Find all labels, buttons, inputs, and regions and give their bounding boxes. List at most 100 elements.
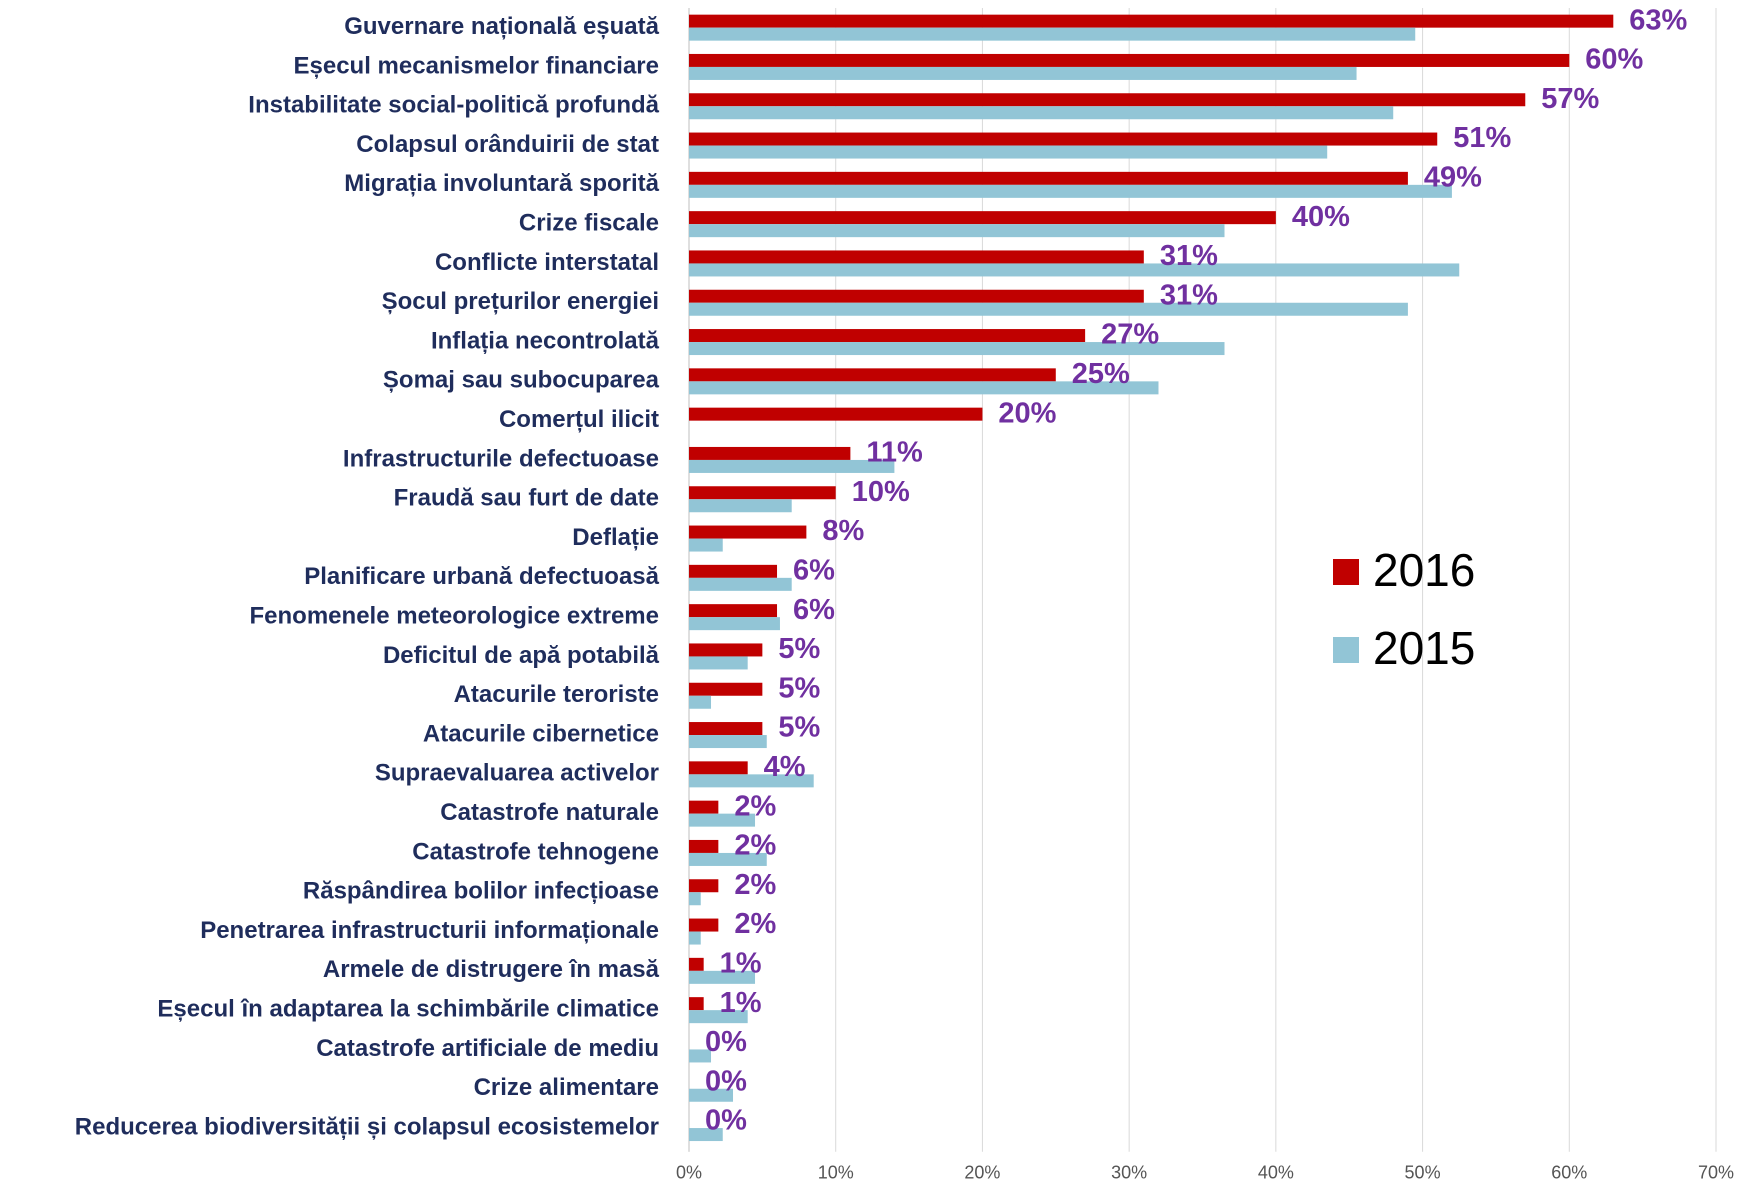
bar bbox=[689, 577, 792, 591]
bar bbox=[689, 800, 719, 814]
bar bbox=[689, 695, 712, 709]
data-label: 2% bbox=[734, 830, 776, 862]
bar bbox=[689, 289, 1144, 303]
x-tick-label: 60% bbox=[1551, 1162, 1587, 1182]
category-label: Șocul prețurilor energiei bbox=[382, 288, 659, 315]
bar bbox=[689, 250, 1144, 264]
x-tick-label: 10% bbox=[818, 1162, 854, 1182]
bar bbox=[689, 682, 763, 696]
category-label: Atacurile cibernetice bbox=[423, 720, 659, 747]
data-label: 11% bbox=[866, 437, 923, 469]
bar bbox=[689, 1128, 723, 1142]
legend-swatch bbox=[1333, 559, 1359, 585]
bar bbox=[689, 538, 723, 552]
category-label: Șomaj sau subocuparea bbox=[383, 367, 660, 394]
category-label: Migrația involuntară sporită bbox=[344, 170, 659, 197]
category-label: Comerțul ilicit bbox=[499, 406, 659, 433]
bar bbox=[689, 892, 701, 906]
bar bbox=[689, 604, 778, 618]
category-label: Deflație bbox=[572, 524, 659, 551]
bar bbox=[689, 643, 763, 657]
bar bbox=[689, 27, 1416, 41]
category-label: Colapsul orânduirii de stat bbox=[356, 131, 659, 158]
bar bbox=[689, 879, 719, 893]
category-label: Atacurile teroriste bbox=[454, 681, 659, 708]
category-label: Eșecul mecanismelor financiare bbox=[293, 52, 659, 79]
bar bbox=[689, 499, 792, 513]
x-tick-label: 70% bbox=[1698, 1162, 1734, 1182]
bar bbox=[689, 14, 1614, 28]
data-label: 0% bbox=[705, 1065, 747, 1097]
x-tick-label: 0% bbox=[676, 1162, 702, 1182]
data-label: 57% bbox=[1541, 83, 1599, 115]
bar bbox=[689, 1010, 748, 1024]
x-tick-label: 30% bbox=[1111, 1162, 1147, 1182]
data-label: 51% bbox=[1453, 122, 1511, 154]
bar bbox=[689, 1049, 712, 1063]
data-label: 6% bbox=[793, 555, 835, 587]
data-label: 27% bbox=[1101, 319, 1159, 351]
bar bbox=[689, 302, 1408, 316]
legend-swatch bbox=[1333, 637, 1359, 663]
bar bbox=[689, 132, 1438, 146]
bar bbox=[689, 839, 719, 853]
bar bbox=[689, 171, 1408, 185]
bar bbox=[689, 957, 704, 971]
category-label: Răspândirea bolilor infecțioase bbox=[303, 878, 659, 905]
category-label: Fenomenele meteorologice extreme bbox=[250, 602, 659, 629]
bar bbox=[689, 761, 748, 775]
category-label: Penetrarea infrastructurii informațional… bbox=[200, 917, 659, 944]
data-label: 1% bbox=[720, 987, 762, 1019]
bar bbox=[689, 93, 1526, 107]
bar bbox=[689, 184, 1452, 198]
category-label: Infrastructurile defectuoase bbox=[343, 445, 659, 472]
bar bbox=[689, 106, 1394, 120]
bar bbox=[689, 211, 1276, 225]
bar bbox=[689, 66, 1357, 80]
bar bbox=[689, 774, 814, 788]
category-label: Armele de distrugere în masă bbox=[323, 956, 660, 983]
bar bbox=[689, 486, 836, 500]
bar bbox=[689, 970, 756, 984]
bar bbox=[689, 446, 851, 460]
data-label: 25% bbox=[1072, 358, 1130, 390]
x-tick-label: 40% bbox=[1258, 1162, 1294, 1182]
legend-label: 2016 bbox=[1373, 544, 1475, 596]
bar bbox=[689, 656, 748, 670]
data-label: 1% bbox=[720, 948, 762, 980]
data-label: 63% bbox=[1629, 4, 1687, 36]
category-label: Crize alimentare bbox=[474, 1074, 659, 1101]
category-label: Crize fiscale bbox=[519, 209, 659, 236]
data-label: 5% bbox=[778, 672, 820, 704]
legend-label: 2015 bbox=[1373, 622, 1475, 674]
category-label: Instabilitate social-politică profundă bbox=[248, 92, 659, 119]
bar bbox=[689, 368, 1056, 382]
bar bbox=[689, 564, 778, 578]
data-label: 40% bbox=[1292, 201, 1350, 233]
bar bbox=[689, 852, 767, 866]
data-label: 31% bbox=[1160, 279, 1218, 311]
bar bbox=[689, 263, 1460, 277]
data-label: 2% bbox=[734, 790, 776, 822]
bar bbox=[689, 381, 1159, 395]
data-label: 0% bbox=[705, 1026, 747, 1058]
category-label: Planificare urbană defectuoasă bbox=[304, 563, 659, 590]
category-label: Eșecul în adaptarea la schimbările clima… bbox=[157, 995, 659, 1022]
category-label: Conflicte interstatal bbox=[435, 249, 659, 276]
bar bbox=[689, 145, 1328, 159]
data-label: 2% bbox=[734, 908, 776, 940]
category-label: Deficitul de apă potabilă bbox=[383, 642, 660, 669]
category-label: Inflația necontrolată bbox=[431, 327, 660, 354]
category-label: Catastrofe tehnogene bbox=[412, 838, 659, 865]
data-label: 49% bbox=[1424, 162, 1482, 194]
category-label: Catastrofe naturale bbox=[440, 799, 659, 826]
data-label: 5% bbox=[778, 712, 820, 744]
bar bbox=[689, 407, 983, 421]
data-label: 10% bbox=[852, 476, 910, 508]
bar bbox=[689, 329, 1086, 343]
data-label: 0% bbox=[705, 1105, 747, 1137]
x-tick-label: 20% bbox=[964, 1162, 1000, 1182]
bar bbox=[689, 735, 767, 749]
category-label: Catastrofe artificiale de mediu bbox=[316, 1035, 659, 1062]
